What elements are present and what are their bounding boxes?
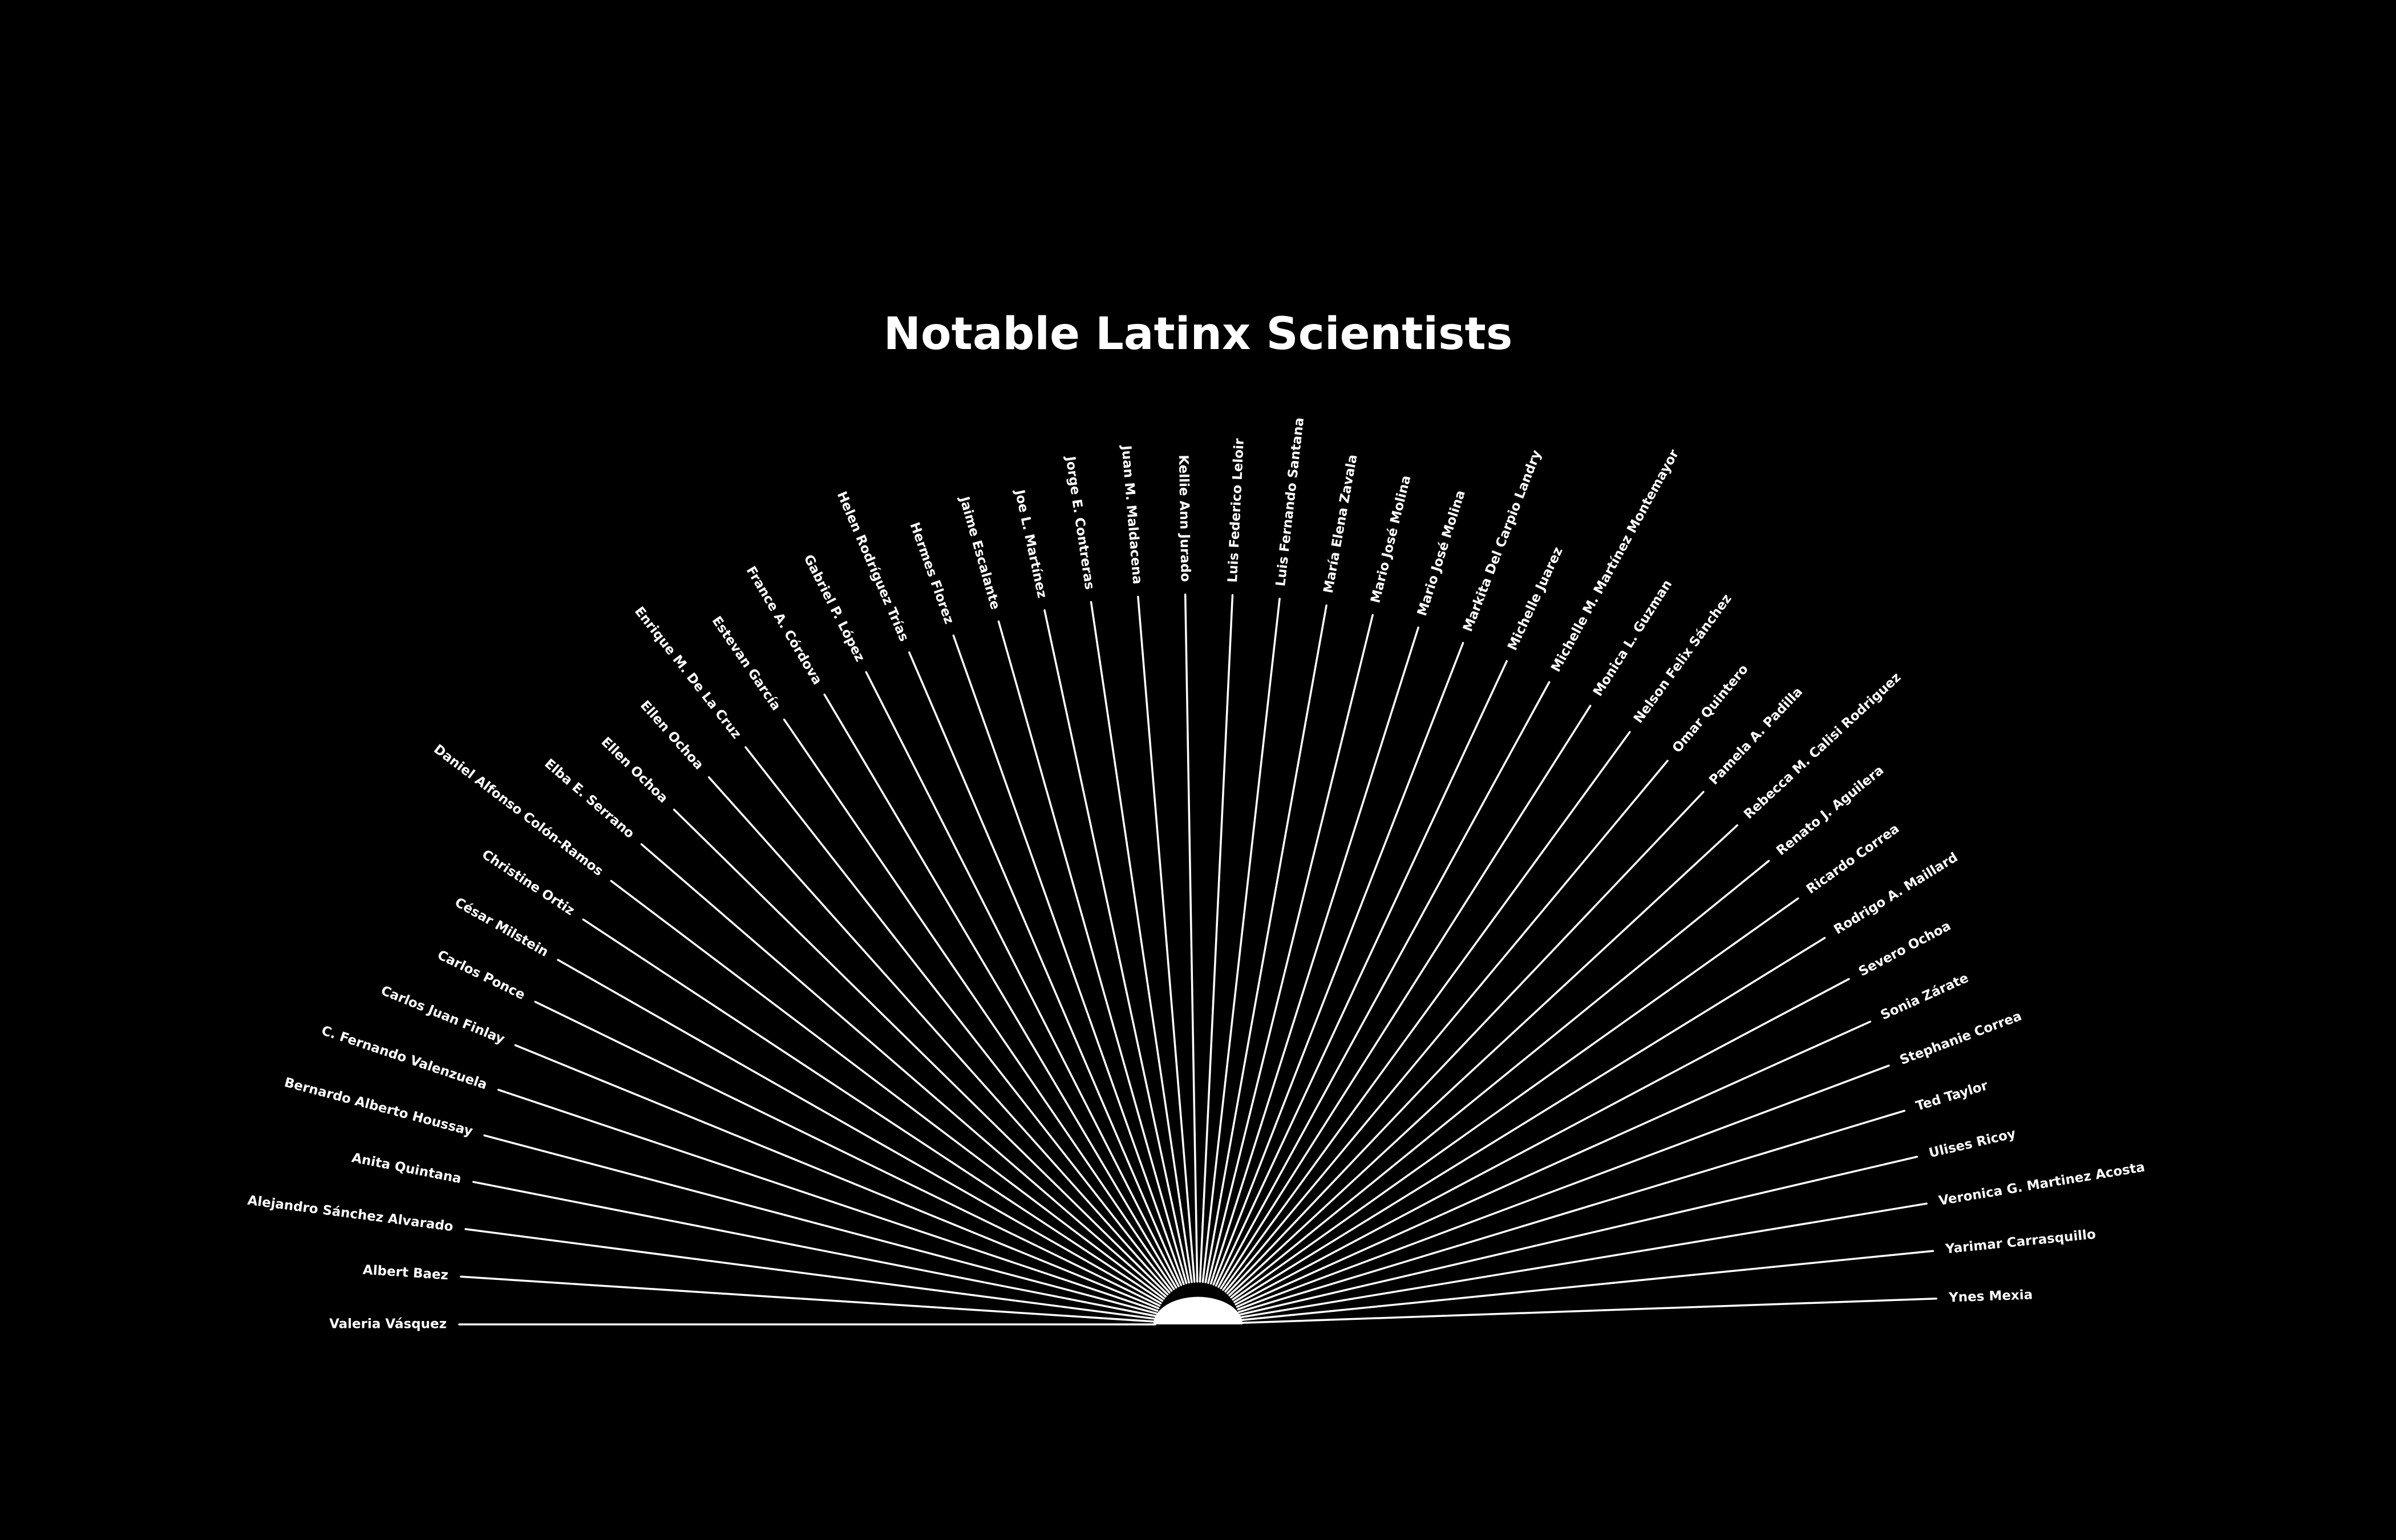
ray-line: [1237, 1064, 1890, 1311]
scientist-label: Michelle Juarez: [1505, 545, 1566, 653]
scientist-label: Ellen Ochoa: [637, 698, 706, 773]
ray-line: [1226, 791, 1705, 1295]
ray-line: [744, 746, 1173, 1292]
ray-line: [514, 1044, 1160, 1310]
ray-line: [1204, 604, 1327, 1283]
hub-group: [1154, 1296, 1242, 1324]
ray-line: [1228, 824, 1738, 1296]
ray-line: [908, 651, 1183, 1286]
scientist-label: Alejandro Sánchez Alvarado: [246, 1193, 454, 1235]
ray-line: [1090, 601, 1193, 1283]
scientist-label: Michelle M. Martínez Montemayor: [1548, 447, 1682, 675]
scientist-label: Jorge E. Contreras: [1062, 455, 1097, 591]
ray-line: [1212, 642, 1464, 1286]
scientist-label: Bernardo Alberto Houssay: [283, 1075, 475, 1139]
scientist-label: César Milstein: [452, 895, 551, 960]
scientist-label: Kellie Ann Jurado: [1176, 455, 1193, 582]
ray-line: [1222, 731, 1631, 1291]
ray-line: [1232, 897, 1799, 1301]
scientist-label: Luis Federico Leloir: [1225, 438, 1247, 583]
scientist-label: Albert Baez: [362, 1263, 449, 1283]
scientist-label: Stephanie Correa: [1898, 1009, 2024, 1068]
scientist-label: Carlos Ponce: [435, 947, 528, 1003]
scientist-label: Omar Quintero: [1670, 662, 1751, 755]
ray-line: [483, 1134, 1158, 1315]
diagram-title: Notable Latinx Scientists: [884, 309, 1513, 360]
ray-line: [1240, 1298, 1937, 1324]
ray-line: [1236, 1020, 1872, 1308]
ray-line: [865, 671, 1180, 1287]
ray-line: [1043, 609, 1190, 1284]
ray-line: [610, 880, 1165, 1300]
ray-line: [1217, 681, 1551, 1288]
ray-line: [534, 1000, 1161, 1307]
scientist-label: Valeria Vásquez: [329, 1317, 447, 1332]
scientist-label: Ellen Ochoa: [598, 735, 671, 806]
scientist-label: Christine Ortiz: [479, 847, 577, 918]
ray-group: [458, 593, 1937, 1326]
ray-line: [464, 1228, 1157, 1320]
scientist-label: Mario José Molina: [1368, 474, 1414, 605]
scientist-label: Severo Ochoa: [1856, 918, 1953, 979]
scientist-label: Estevan García: [709, 614, 784, 714]
scientist-label: Daniel Alfonso Colón-Ramos: [431, 742, 606, 880]
ray-line: [582, 918, 1164, 1302]
scientist-label: Jaime Escalante: [956, 494, 1002, 611]
ray-line: [1233, 937, 1826, 1303]
ray-line: [952, 634, 1185, 1286]
scientist-label: Joe L. Martínez: [1011, 488, 1049, 599]
scientist-label: Carlos Juan Finlay: [379, 983, 507, 1047]
hub-center: [1154, 1296, 1242, 1324]
scientist-label: Hermes Florez: [907, 520, 957, 626]
scientist-label: Yarimar Carrasquillo: [1944, 1227, 2096, 1257]
ray-line: [1239, 1156, 1919, 1316]
scientist-label: Mario José Molina: [1415, 488, 1468, 618]
ray-line: [1220, 704, 1592, 1290]
scientist-label: C. Fernando Valenzuela: [319, 1023, 489, 1092]
scientist-label: Ted Taylor: [1914, 1078, 1990, 1114]
ray-line: [497, 1088, 1159, 1312]
scientist-label: Rebecca M. Calisi Rodriguez: [1741, 670, 1904, 822]
ray-line: [707, 776, 1171, 1294]
scientist-label: Ulises Ricoy: [1928, 1126, 2017, 1161]
scientist-label: Sonia Zárate: [1879, 971, 1971, 1023]
ray-line: [1239, 1250, 1934, 1322]
ray-line: [1239, 1202, 1928, 1319]
ray-line: [1224, 760, 1669, 1293]
ray-line: [1238, 1109, 1906, 1314]
ray-line: [997, 620, 1188, 1284]
ray-line: [1230, 860, 1770, 1299]
scientist-label: Juan M. Maldacena: [1118, 444, 1144, 585]
scientist-label: Gabriel P. López: [800, 552, 867, 664]
ray-line: [783, 718, 1175, 1290]
ray-line: [460, 1275, 1156, 1323]
ray-line: [1199, 594, 1234, 1283]
ray-line: [1201, 598, 1281, 1283]
ray-line: [823, 693, 1177, 1289]
ray-line: [1209, 626, 1419, 1285]
ray-line: [673, 808, 1169, 1296]
ray-line: [1215, 660, 1508, 1287]
ray-line: [557, 959, 1162, 1304]
scientist-label: Anita Quintana: [350, 1150, 463, 1186]
scientist-label: María Elena Zavala: [1321, 453, 1361, 594]
ray-line: [1137, 595, 1196, 1283]
scientist-label: Ricardo Correa: [1804, 821, 1902, 897]
ray-line: [640, 843, 1167, 1298]
ray-line: [1207, 614, 1374, 1284]
scientist-label: Luis Fernando Santana: [1273, 417, 1307, 587]
ray-line: [1184, 593, 1199, 1283]
ray-line: [1235, 978, 1850, 1306]
scientist-label: Ynes Mexia: [1948, 1287, 2033, 1305]
ray-line: [472, 1181, 1157, 1318]
scientist-label: Veronica G. Martinez Acosta: [1938, 1160, 2146, 1209]
